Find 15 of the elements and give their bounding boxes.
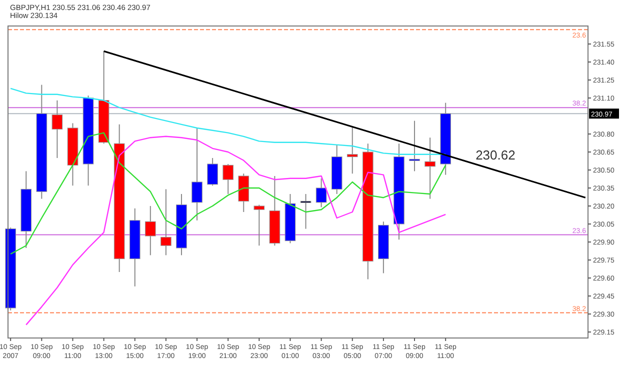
- candlestick: [316, 178, 327, 208]
- candlestick: [52, 100, 63, 158]
- candlestick: [207, 158, 218, 186]
- candlestick: [409, 120, 420, 172]
- candlestick: [144, 206, 156, 256]
- candlestick: [346, 126, 358, 174]
- candlestick: [160, 188, 172, 256]
- candlestick: [424, 137, 436, 200]
- annotation: 230.62: [476, 148, 516, 163]
- line-series: [10, 132, 446, 255]
- candlestick: [254, 204, 265, 246]
- candlestick: [222, 164, 234, 194]
- candlestick: [300, 194, 312, 230]
- candlestick: [192, 128, 202, 221]
- line-series: [26, 136, 446, 326]
